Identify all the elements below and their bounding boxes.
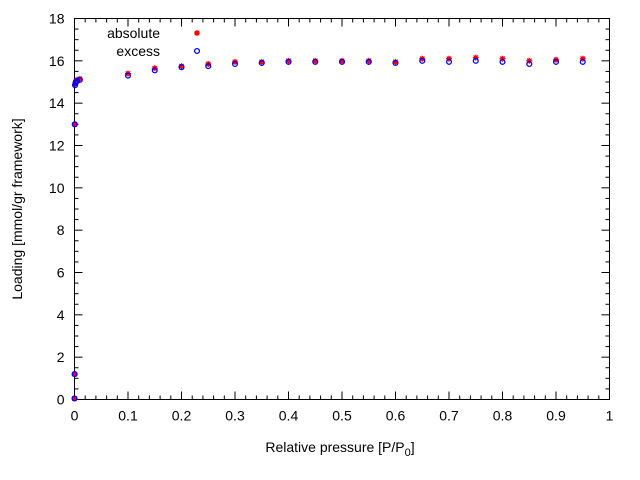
data-point-excess	[231, 60, 239, 68]
legend-marker-excess	[193, 47, 201, 55]
data-point-excess	[285, 58, 292, 65]
data-point-excess	[71, 371, 78, 378]
legend-label-absolute: absolute	[107, 25, 160, 41]
series-layer	[71, 54, 586, 402]
data-point-excess	[151, 67, 158, 74]
y-tick-label: 16	[49, 53, 65, 69]
plot-frame	[74, 18, 610, 400]
data-point-excess	[71, 395, 78, 402]
data-point-excess	[124, 72, 132, 79]
y-tick-label: 10	[49, 180, 65, 196]
axis-ticks	[74, 18, 610, 400]
data-point-excess	[552, 58, 560, 65]
y-tick-label: 8	[57, 222, 65, 238]
data-point-excess	[445, 58, 453, 65]
data-point-excess	[312, 58, 319, 65]
data-point-excess	[526, 60, 533, 68]
x-tick-label: 0.3	[225, 408, 245, 424]
y-tick-label: 4	[57, 307, 65, 323]
x-tick-label: 0.2	[172, 408, 192, 424]
x-tick-label: 0.8	[493, 408, 513, 424]
x-tick-label: 0.5	[332, 408, 352, 424]
data-point-excess	[579, 58, 586, 65]
legend-label-excess: excess	[116, 43, 160, 59]
legend: absolute excess	[107, 25, 201, 59]
data-point-excess	[338, 58, 346, 65]
data-point-excess	[472, 57, 479, 64]
x-tick-label: 0.6	[386, 408, 406, 424]
x-tick-labels: 0 0.1 0.2 0.3 0.4 0.5 0.6 0.7 0.8 0.9 1	[71, 408, 614, 424]
series-absolute	[71, 54, 586, 402]
x-tick-label: 1	[606, 408, 614, 424]
x-tick-label: 0	[71, 408, 79, 424]
series-excess	[71, 57, 586, 402]
x-axis-label-main: Relative pressure [P/P	[265, 439, 404, 455]
data-point-excess	[76, 76, 83, 83]
x-axis-label-subscript: 0	[405, 447, 411, 459]
y-tick-label: 14	[49, 95, 65, 111]
data-point-excess	[365, 58, 372, 65]
legend-markers	[193, 30, 201, 55]
data-point-excess	[178, 64, 185, 71]
x-tick-label: 0.7	[439, 408, 459, 424]
data-point-excess	[258, 59, 265, 66]
legend-marker-absolute	[194, 30, 200, 36]
y-tick-label: 18	[49, 11, 65, 27]
x-tick-label: 0.4	[279, 408, 299, 424]
y-tick-label: 0	[57, 392, 65, 408]
x-tick-label: 0.9	[546, 408, 566, 424]
y-tick-label: 2	[57, 349, 65, 365]
x-tick-label: 0.1	[118, 408, 138, 424]
y-tick-labels: 0 2 4 6 8 10 12 14 16 18	[49, 11, 65, 408]
y-tick-label: 6	[57, 265, 65, 281]
data-point-excess	[205, 63, 212, 70]
x-axis-label-close: ]	[411, 439, 415, 455]
data-point-excess	[71, 121, 78, 128]
y-axis-label: Loading [mmol/gr framework]	[9, 118, 25, 299]
data-point-excess	[392, 59, 399, 66]
x-axis-label: Relative pressure [P/P0]	[265, 439, 414, 459]
data-point-excess	[499, 58, 506, 65]
data-point-excess	[419, 57, 426, 64]
y-tick-label: 12	[49, 138, 65, 154]
